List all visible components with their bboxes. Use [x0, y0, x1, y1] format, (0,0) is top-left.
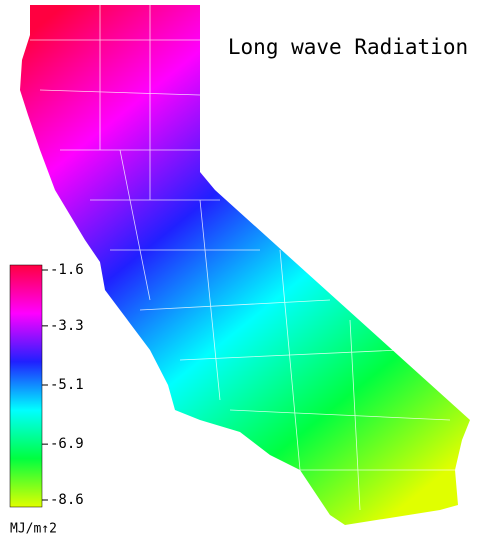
colorbar-tick-label: -3.3	[50, 318, 84, 334]
county-lines	[30, 5, 455, 511]
california-map	[20, 5, 470, 525]
colorbar-tick-label: -1.6	[50, 262, 84, 278]
colorbar	[9, 264, 43, 508]
colorbar-unit: MJ/m↑2	[10, 522, 57, 537]
colorbar-tick-label: -6.9	[50, 436, 84, 452]
colorbar-tick-label: -8.6	[50, 492, 84, 508]
map-title: Long wave Radiation	[228, 35, 468, 59]
colorbar-tick-label: -5.1	[50, 377, 84, 393]
